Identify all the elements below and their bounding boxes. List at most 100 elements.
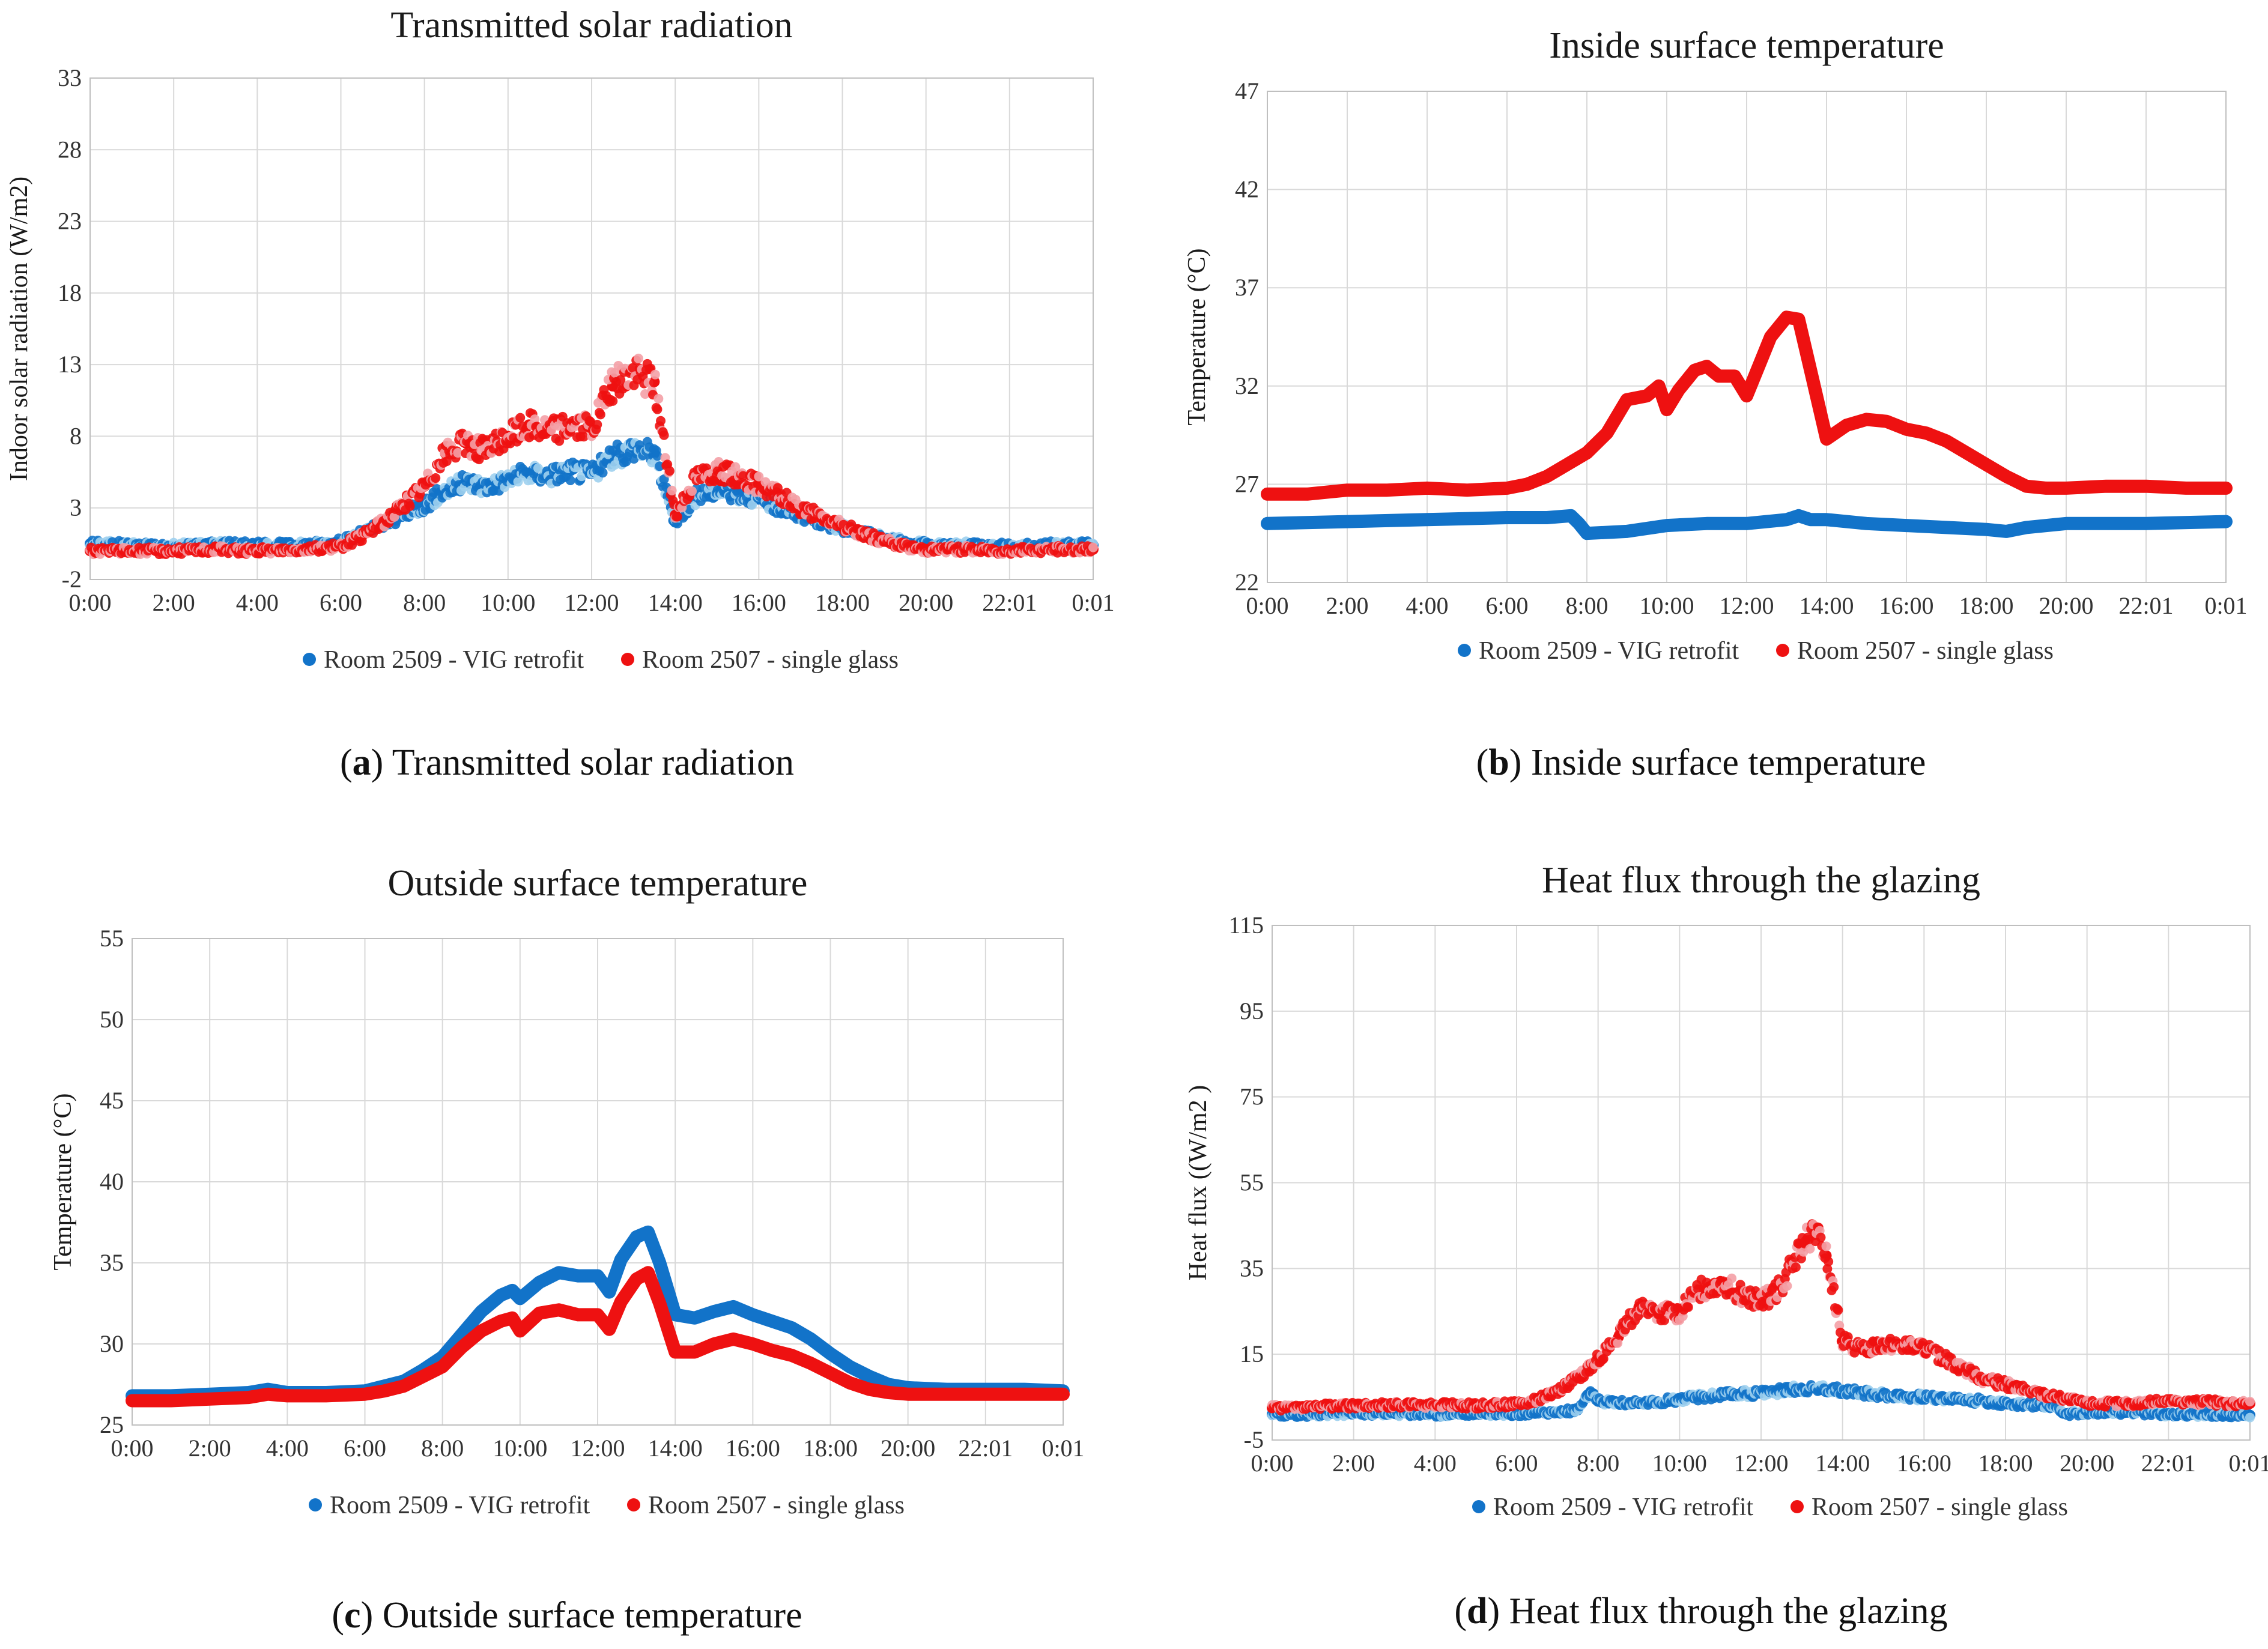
legend-marker-single [1790, 1500, 1804, 1513]
chart-a-svg: Transmitted solar radiation -2 3 8 13 18 23 28 3… [5, 5, 1115, 783]
chart-title: Outside surface temperature [388, 863, 808, 904]
y-tick-label: 13 [58, 351, 82, 378]
x-tick-label: 2:00 [189, 1435, 231, 1462]
y-tick-label: 8 [70, 422, 82, 449]
chart-panel-b: Inside surface temperature 22 27 32 37 42 47 0:… [1134, 0, 2268, 824]
series-vig [1261, 509, 2233, 540]
y-tick-label: -2 [62, 566, 82, 593]
scatter-point [1683, 1302, 1693, 1312]
chart-panel-a: Transmitted solar radiation -2 3 8 13 18 23 28 3… [0, 0, 1134, 824]
x-tick-label: 12:00 [570, 1435, 625, 1462]
y-axis-label: Heat flux ((W/m2 ) [1184, 1085, 1212, 1280]
scatter-point [652, 404, 663, 414]
y-tick-label: 55 [100, 925, 124, 952]
series-vig [1267, 1380, 2255, 1423]
x-tick-label: 0:00 [1246, 592, 1288, 619]
scatter-point [738, 471, 748, 481]
scatter-point [453, 448, 463, 458]
y-tick-label: 32 [1235, 372, 1259, 399]
scatter-point [592, 420, 602, 430]
figure-caption: (d) Heat flux through the glazing [1454, 1591, 1947, 1632]
y-axis-label: Indoor solar radiation (W/m2) [5, 177, 33, 481]
scatter-point [687, 486, 697, 496]
legend-marker-vig [309, 1498, 322, 1511]
plot-area-border [1267, 91, 2227, 583]
legend-marker-vig [303, 653, 316, 666]
plot-area-border [89, 77, 1094, 580]
scatter-point [754, 471, 764, 482]
caption-open-paren: ( [332, 1595, 344, 1636]
x-tick-label: 20:00 [2060, 1450, 2114, 1477]
x-tick-label: 6:00 [344, 1435, 386, 1462]
y-axis-label: Temperature (°C) [49, 1094, 77, 1271]
y-tick-label: 3 [70, 494, 82, 521]
y-tick-label: 27 [1235, 470, 1259, 497]
scatter-point [652, 451, 663, 461]
caption-text: ) Transmitted solar radiation [371, 742, 794, 783]
x-tick-label: 12:00 [1733, 1450, 1788, 1477]
x-tick-label: 16:00 [732, 589, 786, 616]
legend-marker-vig [1472, 1500, 1485, 1513]
legend: Room 2509 - VIG retrofit Room 2507 - sing… [1472, 1493, 2068, 1521]
y-tick-label: 40 [100, 1168, 124, 1195]
y-tick-label: 18 [58, 279, 82, 306]
scatter-point [1790, 1262, 1801, 1272]
legend-label-single: Room 2507 - single glass [1812, 1493, 2068, 1521]
x-tick-label: 4:00 [236, 589, 279, 616]
chart-title: Heat flux through the glazing [1542, 860, 1980, 901]
y-tick-label: 45 [100, 1087, 124, 1114]
caption-letter: c [344, 1595, 361, 1636]
x-tick-label: 2:00 [1332, 1450, 1375, 1477]
scatter-point [1829, 1282, 1839, 1292]
figure-caption: (c) Outside surface temperature [332, 1595, 802, 1636]
y-axis-label: Temperature (°C) [1183, 249, 1211, 426]
scatter-point [579, 432, 589, 442]
x-tick-label: 16:00 [726, 1435, 780, 1462]
chart-title: Inside surface temperature [1549, 25, 1944, 66]
legend-label-vig: Room 2509 - VIG retrofit [324, 646, 584, 674]
scatter-point [664, 466, 675, 476]
x-tick-label: 12:00 [564, 589, 619, 616]
x-tick-label: 14:00 [1815, 1450, 1870, 1477]
figure-caption: (a) Transmitted solar radiation [340, 742, 794, 783]
legend: Room 2509 - VIG retrofit Room 2507 - sing… [303, 646, 899, 674]
scatter-point [357, 536, 367, 546]
y-tick-label: 75 [1240, 1083, 1264, 1110]
x-tick-label: 18:00 [1959, 592, 2013, 619]
legend-label-single: Room 2507 - single glass [642, 646, 899, 674]
x-tick-label: 16:00 [1879, 592, 1933, 619]
scatter-point [405, 501, 415, 511]
x-tick-label: 0:01 [1042, 1435, 1084, 1462]
scatter-point [513, 477, 523, 487]
chart-d-svg: Heat flux through the glazing -5 15 35 55 75 9… [1184, 860, 2268, 1632]
chart-c-svg: Outside surface temperature 25 30 35 40 45 50 5… [49, 863, 1085, 1636]
scatter-point [633, 353, 643, 363]
x-tick-label: 10:00 [481, 589, 535, 616]
scatter-point [1613, 1338, 1623, 1348]
scatter-point [650, 369, 660, 380]
scatter-point [1805, 1244, 1815, 1254]
scatter-point [608, 396, 618, 406]
scatter-point [1727, 1273, 1737, 1283]
scatter-point [649, 378, 659, 388]
y-tick-label: 95 [1240, 997, 1264, 1024]
x-tick-label: 4:00 [1414, 1450, 1457, 1477]
x-tick-label: 10:00 [1652, 1450, 1707, 1477]
series-line [126, 1266, 1070, 1408]
series-line [1261, 310, 2233, 501]
legend-label-vig: Room 2509 - VIG retrofit [1479, 637, 1739, 665]
x-tick-label: 2:00 [153, 589, 195, 616]
caption-open-paren: ( [1476, 742, 1489, 783]
legend: Room 2509 - VIG retrofit Room 2507 - sing… [309, 1492, 905, 1519]
x-tick-label: 10:00 [493, 1435, 547, 1462]
figure-caption: (b) Inside surface temperature [1476, 742, 1926, 783]
x-tick-label: 4:00 [1405, 592, 1448, 619]
chart-panel-c: Outside surface temperature 25 30 35 40 45 50 5… [0, 824, 1134, 1649]
x-tick-label: 22:01 [982, 589, 1037, 616]
series-single [1267, 1219, 2255, 1416]
x-tick-label: 6:00 [1495, 1450, 1538, 1477]
scatter-point [2245, 1397, 2255, 1407]
scatter-point [1816, 1232, 1826, 1242]
x-tick-label: 0:00 [68, 589, 111, 616]
series-single [126, 1266, 1070, 1408]
